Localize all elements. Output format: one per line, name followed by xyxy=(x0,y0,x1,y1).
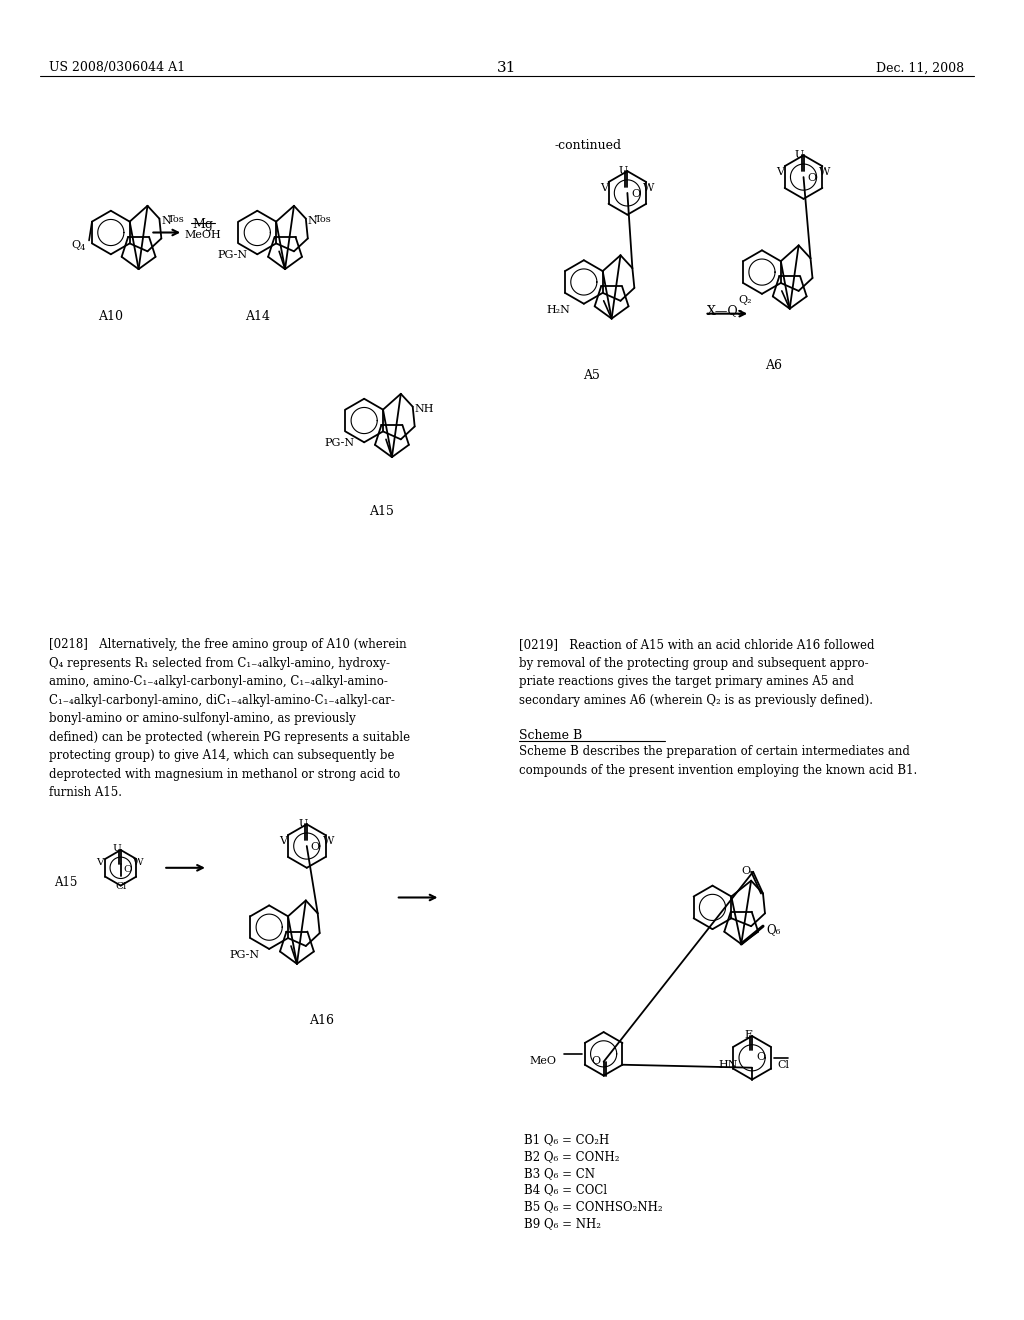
Text: V: V xyxy=(280,836,287,846)
Text: U: U xyxy=(113,843,121,853)
Text: A10: A10 xyxy=(98,310,123,322)
Text: B1 Q₆ = CO₂H: B1 Q₆ = CO₂H xyxy=(524,1133,609,1146)
Text: W: W xyxy=(643,183,654,193)
Text: Q₆: Q₆ xyxy=(766,923,780,936)
Text: O: O xyxy=(124,865,132,874)
Text: X—Q₂: X—Q₂ xyxy=(707,304,743,317)
Text: W: W xyxy=(323,836,334,846)
Text: Mg: Mg xyxy=(193,218,213,231)
Text: O: O xyxy=(756,1052,765,1061)
Text: Q: Q xyxy=(72,240,80,251)
Text: A5: A5 xyxy=(584,370,600,381)
Text: [0219]   Reaction of A15 with an acid chloride A16 followed
by removal of the pr: [0219] Reaction of A15 with an acid chlo… xyxy=(518,639,874,706)
Text: -continued: -continued xyxy=(554,139,622,152)
Text: V: V xyxy=(776,168,783,177)
Text: O: O xyxy=(808,173,816,183)
Text: B9 Q₆ = NH₂: B9 Q₆ = NH₂ xyxy=(524,1217,601,1230)
Text: N: N xyxy=(162,215,171,226)
Text: H₂N: H₂N xyxy=(546,305,570,314)
Text: Q₂: Q₂ xyxy=(738,294,752,305)
Text: V: V xyxy=(600,183,607,193)
Text: U: U xyxy=(298,820,307,829)
Text: W: W xyxy=(132,858,143,867)
Text: Cl: Cl xyxy=(778,1060,790,1069)
Text: O: O xyxy=(310,842,319,853)
Text: A6: A6 xyxy=(765,359,782,372)
Text: PG-N: PG-N xyxy=(217,251,248,260)
Text: MeO: MeO xyxy=(529,1056,556,1065)
Text: 4: 4 xyxy=(80,244,86,252)
Text: A15: A15 xyxy=(370,504,394,517)
Text: Scheme B describes the preparation of certain intermediates and
compounds of the: Scheme B describes the preparation of ce… xyxy=(518,744,916,776)
Text: MeOH: MeOH xyxy=(184,230,221,239)
Text: PG-N: PG-N xyxy=(325,438,354,449)
Text: Cl: Cl xyxy=(116,882,127,891)
Text: O: O xyxy=(741,866,751,876)
Text: O: O xyxy=(632,189,640,199)
Text: W: W xyxy=(819,168,830,177)
Text: Tos: Tos xyxy=(314,215,332,223)
Text: B5 Q₆ = CONHSO₂NH₂: B5 Q₆ = CONHSO₂NH₂ xyxy=(524,1200,664,1213)
Text: [0218]   Alternatively, the free amino group of A10 (wherein
Q₄ represents R₁ se: [0218] Alternatively, the free amino gro… xyxy=(49,639,411,799)
Text: PG-N: PG-N xyxy=(229,950,259,960)
Text: 31: 31 xyxy=(497,61,516,75)
Text: A16: A16 xyxy=(309,1014,334,1027)
Text: B2 Q₆ = CONH₂: B2 Q₆ = CONH₂ xyxy=(524,1150,620,1163)
Text: N: N xyxy=(308,215,317,226)
Text: Dec. 11, 2008: Dec. 11, 2008 xyxy=(876,61,964,74)
Text: Tos: Tos xyxy=(168,215,185,223)
Text: U: U xyxy=(618,166,628,176)
Text: B4 Q₆ = COCl: B4 Q₆ = COCl xyxy=(524,1184,607,1196)
Text: A15: A15 xyxy=(54,875,78,888)
Text: A14: A14 xyxy=(245,310,269,322)
Text: O: O xyxy=(592,1056,601,1065)
Text: U: U xyxy=(795,150,804,160)
Text: F: F xyxy=(744,1030,752,1040)
Text: V: V xyxy=(96,858,103,867)
Text: HN: HN xyxy=(719,1060,738,1069)
Text: Scheme B: Scheme B xyxy=(518,729,582,742)
Text: B3 Q₆ = CN: B3 Q₆ = CN xyxy=(524,1167,596,1180)
Text: US 2008/0306044 A1: US 2008/0306044 A1 xyxy=(49,61,185,74)
Text: NH: NH xyxy=(415,404,434,413)
